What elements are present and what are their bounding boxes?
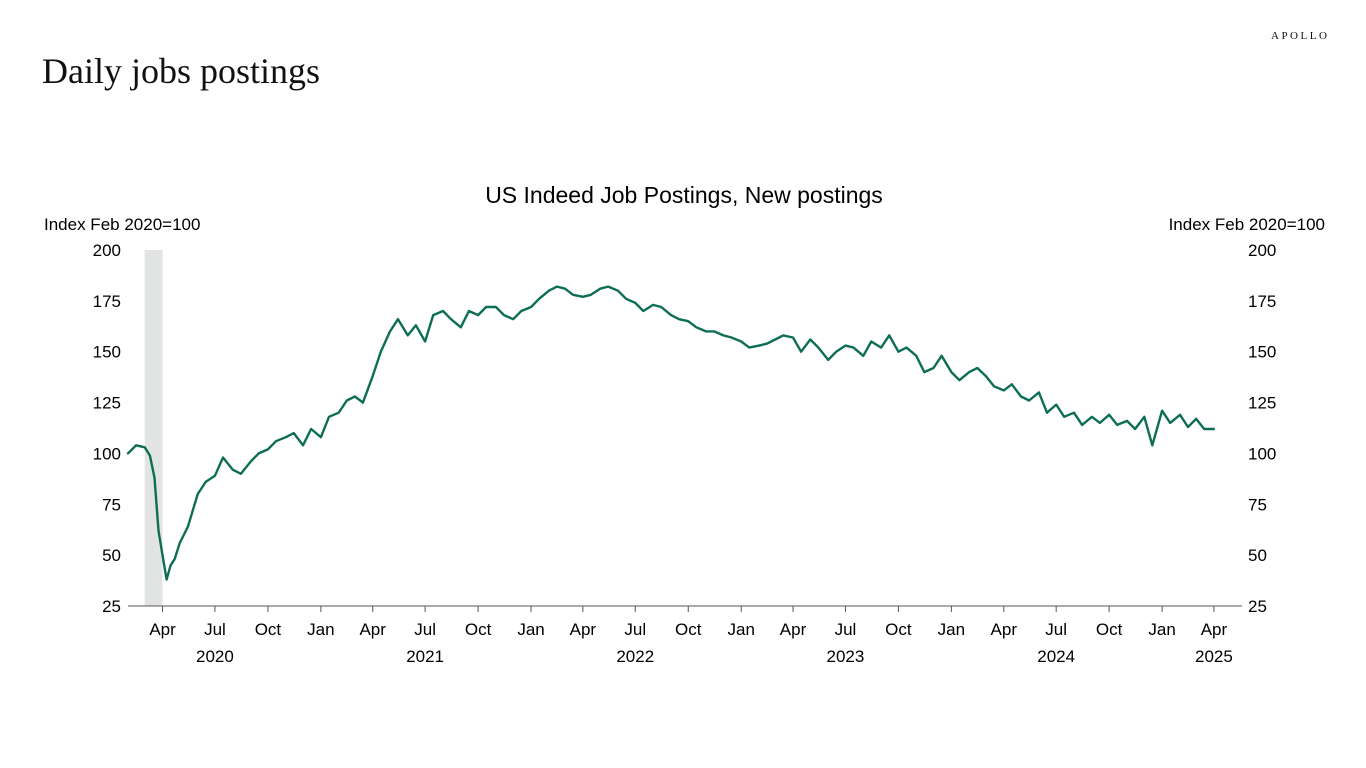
- y-tick-label-right: 100: [1248, 444, 1276, 463]
- x-tick-label: Apr: [991, 620, 1018, 639]
- y-tick-label-left: 50: [102, 546, 121, 565]
- chart-title: US Indeed Job Postings, New postings: [485, 182, 883, 208]
- x-tick-label: Apr: [780, 620, 807, 639]
- x-tick-label: Jul: [414, 620, 436, 639]
- y-tick-label-left: 25: [102, 597, 121, 616]
- x-year-label: 2022: [616, 647, 654, 666]
- x-tick-label: Apr: [570, 620, 597, 639]
- x-tick-label: Jan: [1148, 620, 1175, 639]
- x-tick-label: Jan: [728, 620, 755, 639]
- x-tick-label: Jan: [517, 620, 544, 639]
- y-tick-label-right: 125: [1248, 394, 1276, 413]
- x-tick-label: Apr: [149, 620, 176, 639]
- x-tick-label: Oct: [1096, 620, 1123, 639]
- x-tick-label: Jan: [938, 620, 965, 639]
- series-line: [126, 285, 1216, 581]
- x-tick-label: Apr: [359, 620, 386, 639]
- x-tick-label: Oct: [885, 620, 912, 639]
- x-tick-label: Jan: [307, 620, 334, 639]
- y-axis-label-right: Index Feb 2020=100: [1169, 215, 1325, 234]
- brand-logo: APOLLO: [1271, 30, 1330, 42]
- x-tick-label: Jul: [204, 620, 226, 639]
- x-tick-label: Jul: [835, 620, 857, 639]
- x-tick-label: Apr: [1201, 620, 1228, 639]
- y-tick-label-right: 175: [1248, 292, 1276, 311]
- y-tick-label-right: 200: [1248, 241, 1276, 260]
- x-year-label: 2020: [196, 647, 234, 666]
- x-tick-label: Jul: [624, 620, 646, 639]
- y-tick-label-right: 25: [1248, 597, 1267, 616]
- y-tick-label-left: 200: [93, 241, 121, 260]
- y-tick-label-right: 75: [1248, 495, 1267, 514]
- x-year-label: 2023: [827, 647, 865, 666]
- x-tick-label: Oct: [255, 620, 282, 639]
- x-year-label: 2024: [1037, 647, 1075, 666]
- y-tick-label-right: 150: [1248, 343, 1276, 362]
- x-tick-label: Oct: [465, 620, 492, 639]
- recession-band: [144, 250, 163, 606]
- y-axis-label-left: Index Feb 2020=100: [44, 215, 200, 234]
- x-year-label: 2025: [1195, 647, 1233, 666]
- y-tick-label-left: 75: [102, 495, 121, 514]
- y-tick-label-left: 125: [93, 394, 121, 413]
- x-tick-label: Oct: [675, 620, 702, 639]
- x-tick-label: Jul: [1045, 620, 1067, 639]
- y-tick-label-left: 175: [93, 292, 121, 311]
- x-year-label: 2021: [406, 647, 444, 666]
- y-tick-label-left: 150: [93, 343, 121, 362]
- page-title: Daily jobs postings: [42, 51, 321, 91]
- y-tick-label-right: 50: [1248, 546, 1267, 565]
- y-tick-label-left: 100: [93, 444, 121, 463]
